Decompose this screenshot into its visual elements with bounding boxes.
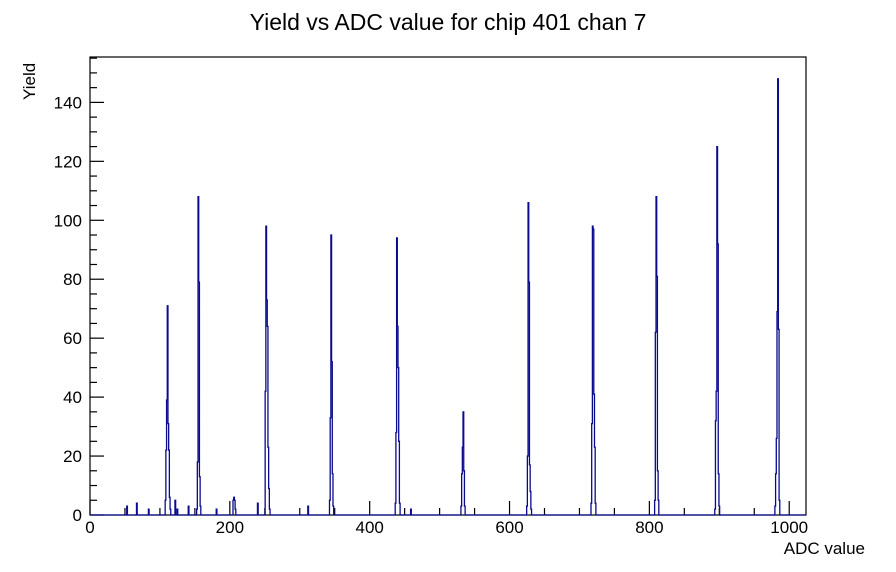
histogram-line: [90, 78, 806, 516]
chart-title: Yield vs ADC value for chip 401 chan 7: [249, 9, 647, 35]
x-tick-label: 800: [635, 518, 663, 537]
x-tick-label: 200: [216, 518, 244, 537]
x-tick-label: 400: [356, 518, 384, 537]
y-tick-label: 100: [54, 211, 82, 230]
x-axis-title: ADC value: [783, 539, 865, 558]
y-tick-label: 0: [73, 506, 82, 525]
x-tick-label: 0: [85, 518, 94, 537]
y-tick-label: 80: [63, 270, 82, 289]
y-tick-label: 20: [63, 447, 82, 466]
y-tick-label: 140: [54, 93, 82, 112]
y-tick-label: 60: [63, 329, 82, 348]
y-tick-label: 120: [54, 152, 82, 171]
x-tick-label: 600: [495, 518, 523, 537]
x-tick-label: 1000: [770, 518, 808, 537]
y-tick-label: 40: [63, 388, 82, 407]
